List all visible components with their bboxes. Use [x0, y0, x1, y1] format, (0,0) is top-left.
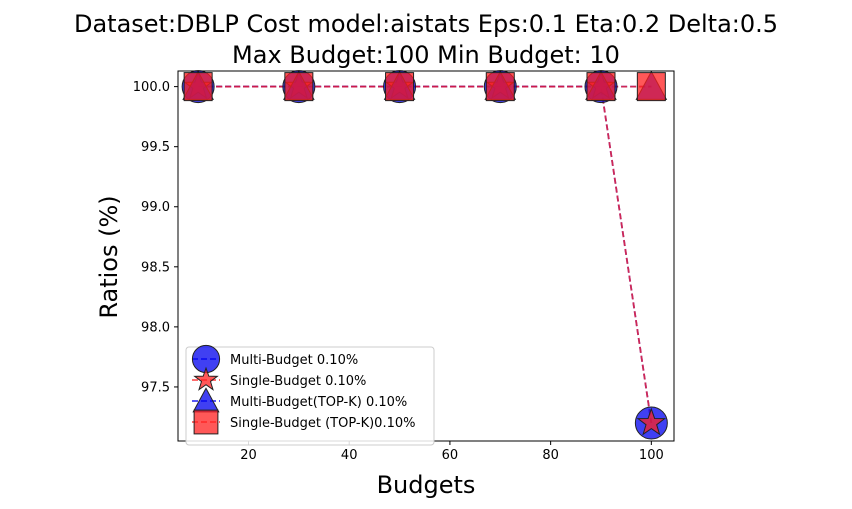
y-tick-label-1: 98.0 [141, 320, 170, 335]
series-3-point-4 [586, 72, 616, 102]
y-tick-label-4: 99.5 [141, 140, 170, 155]
legend-label-0: Multi-Budget 0.10% [230, 353, 358, 368]
y-tick-label-5: 100.0 [133, 80, 170, 95]
series-3-point-3 [485, 72, 515, 102]
y-axis-label: Ratios (%) [95, 195, 123, 318]
x-tick-label-3: 80 [542, 448, 559, 463]
x-tick-label-2: 60 [442, 448, 459, 463]
legend-label-2: Multi-Budget(TOP-K) 0.10% [230, 395, 407, 410]
legend: Multi-Budget 0.10% Single-Budget 0.10% Mul… [185, 344, 435, 446]
y-tick-label-2: 98.5 [141, 260, 170, 275]
axis-ticks: 20 40 60 80 100 97.5 98.0 98.5 99.0 99.5 100.0 [133, 80, 664, 463]
x-tick-label-4: 100 [639, 448, 664, 463]
series-3-point-0 [183, 72, 213, 102]
legend-box [185, 346, 435, 446]
x-tick-label-0: 20 [240, 448, 257, 463]
x-axis-label: Budgets [377, 471, 476, 499]
chart-title-line-1: Dataset:DBLP Cost model:aistats Eps:0.1 … [74, 10, 778, 38]
series-1-point-5 [636, 407, 667, 436]
series-3-point-5 [636, 72, 666, 102]
y-tick-label-0: 97.5 [141, 380, 170, 395]
series-3-point-1 [284, 72, 314, 102]
legend-label-1: Single-Budget 0.10% [230, 374, 366, 389]
y-tick-label-3: 99.0 [141, 200, 170, 215]
legend-marker-1 [193, 366, 219, 391]
legend-marker-3 [193, 409, 219, 435]
x-tick-label-1: 40 [341, 448, 358, 463]
legend-label-3: Single-Budget (TOP-K)0.10% [230, 416, 415, 431]
chart-title-line-2: Max Budget:100 Min Budget: 10 [232, 41, 620, 69]
series-3-point-2 [385, 72, 415, 102]
plot-area [181, 70, 668, 440]
